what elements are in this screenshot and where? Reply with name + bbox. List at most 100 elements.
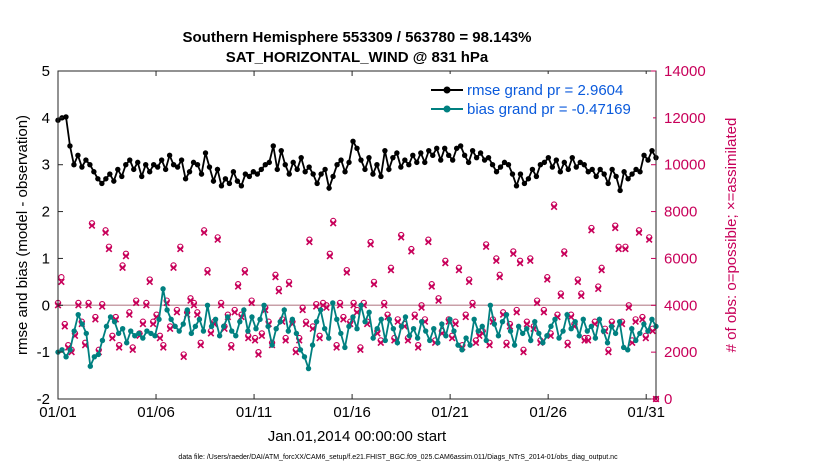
bias-point bbox=[111, 318, 118, 325]
bias-point bbox=[144, 328, 150, 334]
rmse-point bbox=[394, 150, 400, 156]
rmse-point bbox=[127, 157, 133, 163]
obs-assimilated-point bbox=[526, 257, 534, 265]
bias-point bbox=[499, 318, 506, 325]
y-tick-label: -1 bbox=[37, 344, 50, 361]
chart-title: Southern Hemisphere 553309 / 563780 = 98… bbox=[183, 29, 532, 46]
obs-assimilated-point bbox=[312, 303, 320, 310]
obs-assimilated-point bbox=[217, 301, 225, 309]
y-tick-label: 1 bbox=[42, 250, 50, 267]
bias-point bbox=[427, 337, 433, 344]
x-axis-ticks: 01/01 01/06 01/11 01/16 01/21 01/26 01/31 bbox=[39, 71, 665, 421]
bias-point bbox=[633, 337, 639, 344]
rmse-point bbox=[481, 157, 488, 163]
bias-point bbox=[59, 347, 65, 353]
bias-point bbox=[216, 333, 223, 339]
bias-point bbox=[580, 316, 586, 323]
bias-point bbox=[277, 318, 283, 325]
rmse-point bbox=[310, 171, 316, 177]
obs-assimilated-point bbox=[204, 269, 211, 276]
rmse-point bbox=[422, 159, 428, 166]
bias-point bbox=[132, 333, 138, 339]
bias-point bbox=[479, 323, 485, 330]
rmse-point bbox=[414, 159, 420, 166]
rmse-point bbox=[537, 162, 544, 168]
obs-assimilated-point bbox=[176, 245, 184, 253]
obs-assimilated-point bbox=[214, 236, 222, 244]
rmse-point bbox=[170, 162, 177, 168]
bias-point bbox=[249, 314, 255, 320]
obs-assimilated-point bbox=[414, 344, 422, 351]
rmse-point bbox=[434, 145, 440, 152]
bias-point bbox=[188, 330, 195, 337]
bias-point bbox=[398, 323, 405, 330]
bias-series bbox=[55, 286, 659, 372]
rmse-point bbox=[87, 162, 93, 168]
bias-point bbox=[507, 328, 514, 334]
legend: rmse grand pr = 2.9604 bias grand pr = -… bbox=[425, 74, 653, 120]
y-right-tick-label: 10000 bbox=[664, 157, 706, 174]
rmse-point bbox=[107, 171, 113, 177]
rmse-point bbox=[322, 166, 328, 173]
obs-assimilated-point bbox=[448, 334, 456, 342]
rmse-point bbox=[131, 166, 137, 173]
bias-point bbox=[99, 337, 106, 344]
bias-point bbox=[467, 342, 473, 348]
rmse-point bbox=[473, 154, 480, 161]
bias-point bbox=[443, 333, 449, 339]
rmse-point bbox=[326, 185, 332, 191]
bias-point bbox=[289, 316, 296, 323]
bias-point bbox=[560, 328, 566, 334]
rmse-point bbox=[83, 157, 89, 163]
rmse-point bbox=[123, 162, 129, 168]
bias-point bbox=[180, 321, 186, 327]
obs-assimilated-point bbox=[302, 320, 310, 328]
bias-point bbox=[439, 321, 445, 327]
plot-area bbox=[58, 71, 656, 399]
obs-assimilated-point bbox=[452, 320, 459, 328]
obs-assimilated-point bbox=[492, 257, 500, 265]
rmse-point bbox=[119, 173, 125, 180]
obs-assimilated-point bbox=[193, 311, 201, 319]
bias-point bbox=[241, 307, 247, 313]
rmse-point bbox=[613, 173, 619, 180]
rmse-point bbox=[234, 178, 241, 184]
rmse-point bbox=[226, 180, 233, 187]
bias-point bbox=[237, 318, 243, 325]
obs-assimilated-point bbox=[625, 304, 633, 311]
bias-point bbox=[572, 318, 578, 325]
rmse-point bbox=[95, 176, 101, 182]
bias-point bbox=[119, 326, 126, 332]
bias-point bbox=[515, 323, 522, 330]
bias-point bbox=[285, 328, 292, 334]
rmse-point bbox=[374, 162, 380, 168]
rmse-point bbox=[633, 166, 639, 173]
bias-point bbox=[83, 330, 89, 337]
rmse-point bbox=[230, 169, 237, 175]
y-axis-ticks: -2 -1 0 1 2 3 4 5 bbox=[37, 63, 63, 408]
bias-point bbox=[354, 326, 360, 332]
obs-assimilated-point bbox=[272, 273, 279, 281]
bias-point bbox=[362, 318, 368, 325]
rmse-point bbox=[238, 183, 245, 189]
bias-point bbox=[645, 328, 651, 334]
rmse-point bbox=[334, 162, 340, 168]
rmse-point bbox=[258, 166, 265, 173]
rmse-point bbox=[242, 171, 249, 177]
bias-point bbox=[91, 354, 98, 360]
bias-point bbox=[261, 302, 267, 308]
bias-point bbox=[418, 318, 425, 325]
obs-assimilated-point bbox=[564, 341, 572, 349]
obs-assimilated-point bbox=[122, 252, 130, 260]
x-tick-label: 01/16 bbox=[333, 404, 371, 421]
obs-assimilated-point bbox=[146, 278, 154, 286]
rmse-point bbox=[617, 187, 623, 194]
rmse-point bbox=[79, 164, 85, 170]
rmse-point bbox=[561, 159, 568, 166]
rmse-point bbox=[350, 138, 356, 144]
obs-assimilated-point bbox=[180, 353, 188, 361]
rmse-point bbox=[166, 152, 173, 159]
obs-assimilated-point bbox=[343, 269, 351, 276]
y-tick-label: 4 bbox=[42, 110, 50, 127]
obs-assimilated-point bbox=[75, 301, 82, 309]
